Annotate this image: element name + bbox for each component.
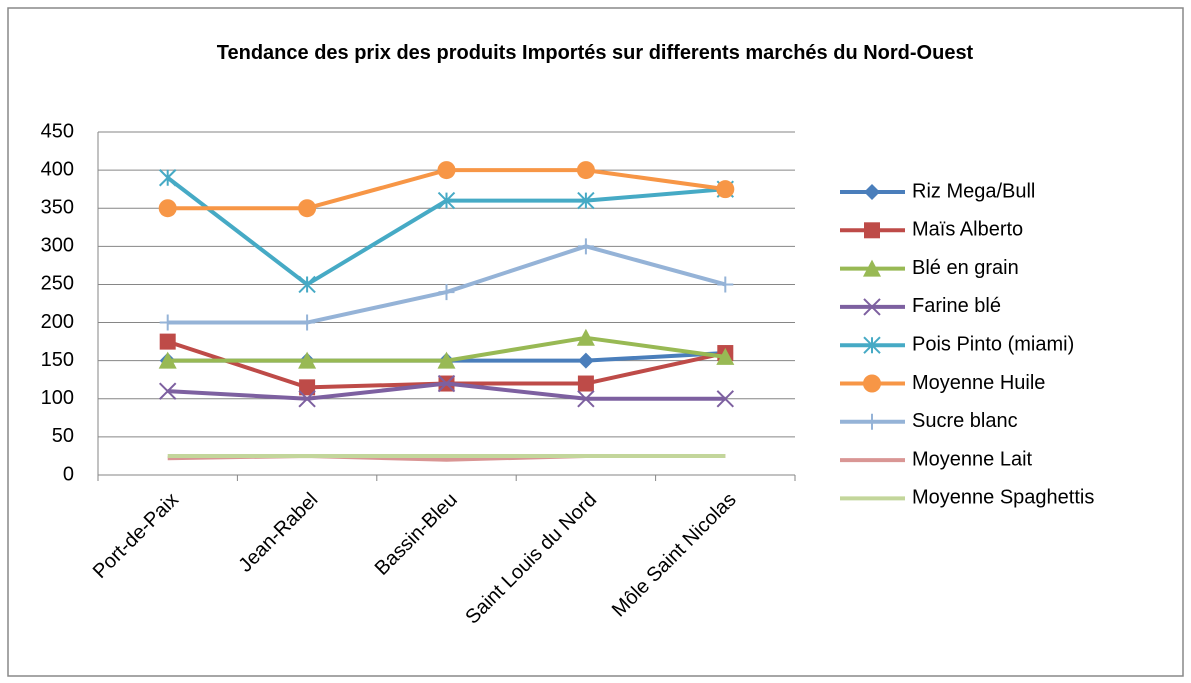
chart-border	[7, 7, 1184, 677]
marker	[577, 375, 594, 392]
marker	[158, 169, 177, 187]
marker	[864, 222, 880, 239]
legend-label: Maïs Alberto	[912, 219, 1023, 241]
y-tick-label: 300	[41, 235, 74, 257]
marker	[437, 351, 456, 369]
y-tick-label: 0	[63, 463, 74, 485]
marker	[576, 328, 595, 346]
y-tick-label: 50	[52, 425, 74, 447]
marker	[863, 298, 881, 316]
marker	[864, 413, 880, 430]
marker	[438, 284, 455, 301]
marker	[437, 161, 456, 180]
marker	[863, 374, 881, 393]
marker	[716, 180, 735, 199]
marker	[716, 347, 735, 365]
y-tick-label: 250	[41, 273, 74, 295]
marker	[298, 351, 317, 369]
marker	[576, 161, 595, 180]
marker	[298, 390, 316, 408]
marker	[577, 238, 594, 255]
marker	[159, 333, 176, 350]
y-tick-label: 150	[41, 349, 74, 371]
legend-label: Farine blé	[912, 295, 1001, 317]
marker	[437, 191, 456, 210]
chart-title: Tendance des prix des produits Importés …	[216, 42, 974, 64]
legend-label: Pois Pinto (miami)	[912, 333, 1074, 355]
marker	[717, 276, 734, 293]
legend-label: Moyenne Huile	[912, 372, 1045, 394]
marker	[299, 379, 316, 396]
marker	[299, 314, 316, 331]
marker	[437, 374, 456, 393]
legend-label: Blé en grain	[912, 257, 1019, 279]
legend-label: Moyenne Spaghettis	[912, 487, 1094, 509]
marker	[864, 184, 880, 200]
y-tick-label: 100	[41, 387, 74, 409]
marker	[863, 259, 881, 277]
y-tick-label: 450	[41, 120, 74, 142]
marker	[716, 390, 735, 408]
marker	[577, 390, 595, 408]
marker	[577, 352, 594, 369]
marker	[158, 351, 177, 369]
y-tick-label: 200	[41, 311, 74, 333]
marker	[158, 199, 177, 218]
marker	[158, 382, 177, 400]
marker	[298, 275, 316, 294]
marker	[159, 314, 176, 331]
marker	[298, 199, 317, 218]
legend-label: Riz Mega/Bull	[912, 180, 1035, 202]
y-tick-label: 350	[41, 197, 74, 219]
marker	[863, 336, 881, 354]
y-tick-label: 400	[41, 158, 74, 180]
legend-label: Moyenne Lait	[912, 448, 1033, 470]
marker	[577, 191, 595, 210]
legend-label: Sucre blanc	[912, 410, 1018, 432]
